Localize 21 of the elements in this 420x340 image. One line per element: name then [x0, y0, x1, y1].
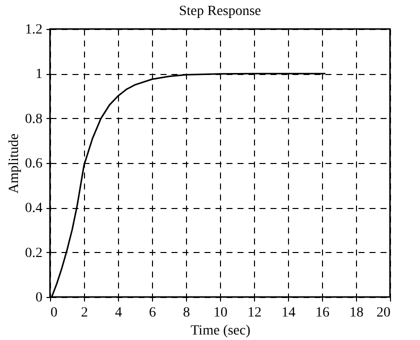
x-tick-label: 0: [50, 306, 58, 320]
x-tick-label: 12: [248, 306, 262, 320]
y-tick-label: 0.8: [25, 112, 42, 127]
x-tick-label: 8: [183, 306, 190, 320]
x-tick-label: 2: [81, 306, 88, 320]
y-tick-label: 0: [36, 290, 42, 306]
x-tick-label: 20: [376, 306, 390, 320]
x-tick-label: 10: [214, 306, 228, 320]
y-tick-label: 0.4: [25, 201, 42, 216]
chart-title: Step Response: [178, 4, 262, 19]
y-axis-title: Amplitude: [7, 134, 22, 194]
y-tick-label: 1.2: [25, 22, 42, 38]
y-tick-label: 0.2: [25, 246, 42, 261]
x-tick-label: 16: [316, 306, 330, 320]
x-tick-label: 4: [115, 306, 122, 320]
x-tick-label: 14: [282, 306, 296, 320]
x-axis-title: Time (sec): [190, 324, 251, 338]
y-tick-label: 1: [36, 67, 42, 82]
x-tick-label: 18: [350, 306, 364, 320]
y-tick-label: 0.6: [25, 156, 42, 172]
x-tick-label: 6: [149, 306, 156, 320]
